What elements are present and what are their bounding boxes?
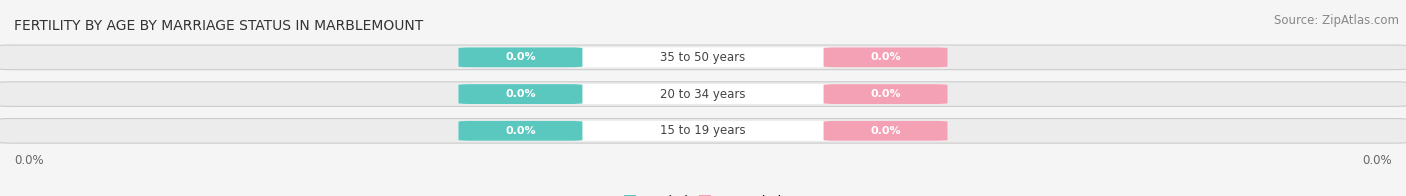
FancyBboxPatch shape: [458, 121, 582, 141]
FancyBboxPatch shape: [824, 47, 948, 67]
FancyBboxPatch shape: [0, 119, 1406, 143]
FancyBboxPatch shape: [824, 121, 948, 141]
Legend: Married, Unmarried: Married, Unmarried: [624, 195, 782, 196]
FancyBboxPatch shape: [458, 84, 948, 104]
Text: 0.0%: 0.0%: [870, 89, 901, 99]
FancyBboxPatch shape: [458, 121, 948, 141]
FancyBboxPatch shape: [458, 47, 582, 67]
FancyBboxPatch shape: [0, 82, 1406, 106]
Text: FERTILITY BY AGE BY MARRIAGE STATUS IN MARBLEMOUNT: FERTILITY BY AGE BY MARRIAGE STATUS IN M…: [14, 19, 423, 34]
FancyBboxPatch shape: [824, 84, 948, 104]
Text: 0.0%: 0.0%: [505, 126, 536, 136]
Text: 20 to 34 years: 20 to 34 years: [661, 88, 745, 101]
Text: 35 to 50 years: 35 to 50 years: [661, 51, 745, 64]
Text: 0.0%: 0.0%: [870, 126, 901, 136]
FancyBboxPatch shape: [458, 84, 582, 104]
Text: 0.0%: 0.0%: [505, 52, 536, 62]
FancyBboxPatch shape: [0, 45, 1406, 70]
FancyBboxPatch shape: [458, 47, 948, 67]
Text: 0.0%: 0.0%: [1362, 154, 1392, 167]
Text: 0.0%: 0.0%: [14, 154, 44, 167]
Text: 15 to 19 years: 15 to 19 years: [661, 124, 745, 137]
Text: Source: ZipAtlas.com: Source: ZipAtlas.com: [1274, 14, 1399, 27]
Text: 0.0%: 0.0%: [505, 89, 536, 99]
Text: 0.0%: 0.0%: [870, 52, 901, 62]
